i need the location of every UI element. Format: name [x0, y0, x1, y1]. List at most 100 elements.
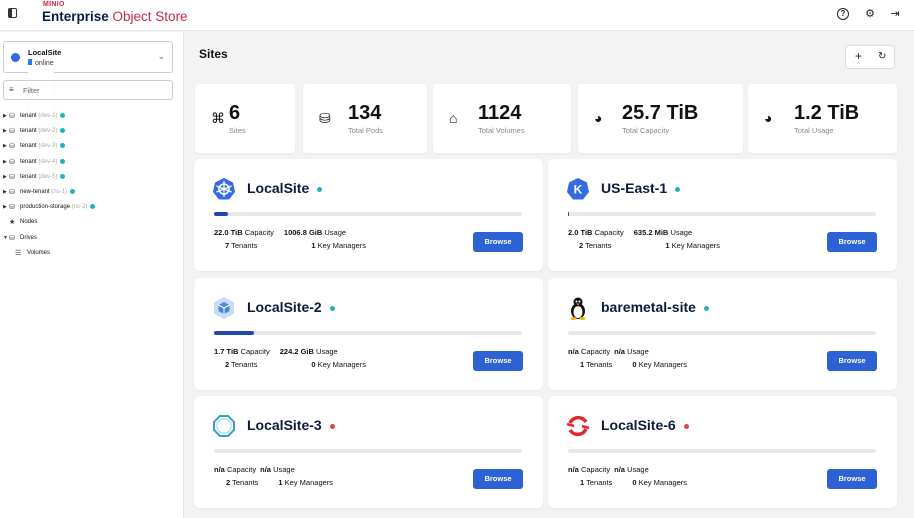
bucket-icon: ⛁	[9, 143, 15, 151]
tree-item[interactable]: ▶ ⛁ tenant (dev-2)	[0, 125, 184, 140]
tenants-keys-row: 2 Tenants 1 Key Managers	[579, 241, 720, 250]
site-status-dot	[675, 186, 681, 192]
tenants-value: 2	[226, 478, 231, 487]
status-dot	[60, 128, 66, 134]
usage-bar	[214, 331, 522, 335]
usage-label: Usage	[324, 228, 347, 237]
tree-item[interactable]: ▶ ⛁ tenant (dev-4)	[0, 156, 184, 171]
tree-item[interactable]: ▶ ⛁ production-storage (ns-2)	[0, 201, 184, 216]
usage-group: n/a Usage	[614, 347, 649, 356]
tree-item[interactable]: ▶ ⛁ new-tenant (ns-1)	[0, 186, 184, 201]
svg-text:K: K	[574, 183, 583, 197]
caret-right-icon[interactable]: ▶	[3, 204, 7, 211]
site-card: LocalSite 22.0 TiB Capacity 1006.8 GiB Usa…	[194, 159, 543, 271]
caret-right-icon[interactable]: ▶	[3, 143, 7, 150]
filter-input[interactable]: ≡ Filter	[3, 80, 173, 100]
box-logo-icon	[212, 296, 236, 320]
brand-title: Enterprise Object Store	[42, 9, 188, 24]
star-icon: ★	[9, 219, 16, 227]
browse-button[interactable]: Browse	[473, 351, 523, 371]
stat-label: Total Usage	[794, 126, 834, 135]
bucket-icon: ⛁	[9, 173, 15, 181]
caret-right-icon[interactable]: ▶	[3, 188, 7, 195]
caret-right-icon[interactable]: ▶	[3, 173, 7, 180]
site-selector[interactable]: LocalSite online ⌄	[3, 41, 173, 128]
key-managers-group: 1 Key Managers	[278, 478, 333, 487]
app-header: MINIO Enterprise Object Store ? ⚙ ⇥	[0, 0, 914, 31]
capacity-value: 1.7 TiB	[214, 347, 239, 356]
tree-item[interactable]: ▶ ⛁ tenant (dev-3)	[0, 140, 184, 155]
capacity-group: 2.0 TiB Capacity	[568, 228, 624, 237]
sidebar-toggle-icon[interactable]	[8, 8, 17, 18]
add-site-button[interactable]: +	[855, 49, 863, 63]
sidebar: LocalSite online ⌄ ≡ Filter ▶ ⛁ tenant (de…	[0, 32, 184, 518]
usage-label: Usage	[273, 465, 295, 474]
capacity-usage-row: 2.0 TiB Capacity 635.2 MiB Usage	[568, 228, 692, 237]
key-managers-label: Key Managers	[317, 241, 367, 250]
tree-item-name: tenant	[20, 158, 37, 165]
caret-right-icon[interactable]: ▶	[3, 128, 7, 135]
usage-value: n/a	[614, 465, 625, 474]
tree-item-namespace: (dev-3)	[38, 143, 58, 150]
chevron-down-icon: ⌄	[157, 51, 165, 61]
site-name-text: US-East-1	[601, 180, 668, 196]
brand-logo-top: MINIO	[43, 1, 65, 8]
stat-card: ◕ 25.7 TiB Total Capacity	[578, 84, 743, 153]
tree-item-namespace: (dev-4)	[38, 158, 58, 165]
key-managers-label: Key Managers	[284, 478, 334, 487]
tree-item[interactable]: ★ Nodes	[0, 216, 184, 231]
tree-item[interactable]: ▶ ⛁ tenant (dev-1)	[0, 110, 184, 125]
tree-item[interactable]: ☰ Volumes	[0, 247, 184, 262]
browse-button[interactable]: Browse	[827, 232, 877, 252]
site-status-dot	[317, 186, 323, 192]
settings-icon[interactable]: ⚙	[865, 8, 875, 20]
capacity-value: n/a	[568, 465, 579, 474]
tenants-keys-row: 2 Tenants 0 Key Managers	[225, 360, 366, 369]
browse-button[interactable]: Browse	[473, 469, 523, 489]
site-card: LocalSite-3 n/a Capacity n/a Usage 2 Tenant…	[194, 396, 543, 508]
page-title: Sites	[199, 47, 228, 61]
stat-card: ⌘ 6 Sites	[195, 84, 295, 153]
browse-button[interactable]: Browse	[827, 351, 877, 371]
tenants-group: 2 Tenants	[226, 478, 258, 487]
database-icon: ⛁	[319, 110, 331, 126]
tree-item-name: tenant	[20, 128, 37, 135]
openshift-logo-icon	[566, 414, 590, 438]
refresh-button[interactable]: ↻	[878, 51, 887, 62]
stat-value: 25.7 TiB	[622, 102, 699, 124]
usage-group: n/a Usage	[614, 465, 649, 474]
key-managers-label: Key Managers	[638, 478, 688, 487]
key-managers-label: Key Managers	[317, 360, 367, 369]
tree-item-label: new-tenant (ns-1)	[20, 188, 76, 195]
usage-bar	[568, 449, 876, 453]
help-icon[interactable]: ?	[837, 8, 849, 20]
tree-item[interactable]: ▼ ⛁ Drives	[0, 232, 184, 247]
logout-icon[interactable]: ⇥	[890, 8, 900, 20]
status-dot	[70, 188, 76, 194]
usage-bar	[214, 449, 522, 453]
browse-button[interactable]: Browse	[827, 469, 877, 489]
tree-item-name: Nodes	[20, 219, 38, 226]
tree-item-label: Volumes	[27, 250, 50, 256]
tree-item-label: Nodes	[20, 219, 37, 225]
key-managers-value: 1	[311, 241, 316, 250]
browse-button[interactable]: Browse	[473, 232, 523, 252]
bucket-icon: ⛁	[9, 113, 15, 120]
site-card: LocalSite-6 n/a Capacity n/a Usage 1 Tenant…	[548, 396, 897, 508]
stat-label: Total Volumes	[478, 126, 525, 135]
site-name-text: baremetal-site	[601, 299, 696, 315]
site-name-text: LocalSite	[247, 180, 310, 196]
tree-item-name: production-storage	[20, 204, 71, 211]
site-card: LocalSite-2 1.7 TiB Capacity 224.2 GiB Usa…	[194, 278, 543, 390]
caret-down-icon[interactable]: ▼	[3, 234, 8, 241]
key-managers-label: Key Managers	[638, 360, 688, 369]
caret-right-icon[interactable]: ▶	[3, 158, 7, 165]
site-name-text: LocalSite-3	[247, 417, 322, 433]
site-name-text: LocalSite-6	[601, 417, 676, 433]
stat-label: Sites	[229, 126, 246, 135]
caret-right-icon[interactable]: ▶	[3, 113, 7, 119]
tree-item[interactable]: ▶ ⛁ tenant (dev-5)	[0, 171, 184, 186]
kubernetes-k-logo-icon: K	[566, 177, 590, 201]
key-managers-value: 1	[278, 478, 283, 487]
tenants-keys-row: 1 Tenants 0 Key Managers	[580, 478, 687, 487]
